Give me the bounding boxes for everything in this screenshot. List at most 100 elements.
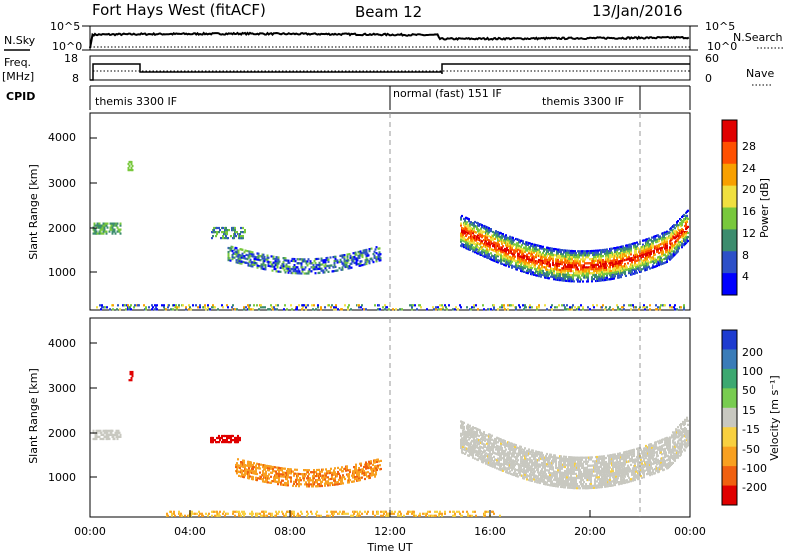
- echo-cell: [491, 457, 493, 460]
- echo-cell: [662, 250, 664, 253]
- echo-cell: [485, 462, 487, 465]
- echo-cell: [289, 269, 292, 272]
- echo-cell: [346, 257, 349, 260]
- echo-cell: [234, 226, 236, 230]
- echo-cell: [222, 235, 224, 238]
- echo-cell: [106, 437, 109, 441]
- echo-cell: [99, 230, 102, 233]
- echo-cell: [501, 446, 503, 450]
- echo-cell: [492, 447, 494, 450]
- echo-cell: [244, 464, 246, 467]
- echo-cell: [538, 304, 540, 307]
- echo-cell: [292, 266, 295, 269]
- echo-cell: [521, 468, 523, 471]
- echo-cell: [316, 468, 318, 472]
- echo-cell: [557, 258, 559, 261]
- echo-cell: [520, 470, 522, 473]
- echo-cell: [252, 476, 254, 479]
- echo-cell: [341, 478, 343, 481]
- echo-cell: [514, 445, 516, 448]
- echo-cell: [471, 239, 473, 242]
- echo-cell: [489, 433, 491, 436]
- echo-cell: [556, 306, 558, 309]
- echo-cell: [509, 255, 511, 258]
- echo-cell: [175, 304, 177, 307]
- echo-cell: [364, 261, 367, 264]
- echo-cell: [504, 308, 506, 311]
- echo-cell: [287, 468, 289, 471]
- echo-cell: [278, 472, 280, 476]
- power-cb-tick-24: 24: [742, 162, 756, 175]
- echo-cell: [368, 262, 371, 265]
- echo-cell: [204, 306, 206, 309]
- echo-cell: [518, 265, 520, 268]
- echo-cell: [324, 259, 327, 262]
- echo-cell: [681, 222, 683, 225]
- echo-cell: [378, 304, 380, 307]
- echo-cell: [286, 478, 288, 481]
- echo-cell: [294, 468, 296, 471]
- echo-cell: [540, 259, 542, 262]
- echo-cell: [464, 220, 466, 223]
- echo-cell: [498, 249, 500, 252]
- echo-cell: [650, 259, 652, 262]
- echo-cell: [638, 261, 640, 264]
- echo-cell: [634, 244, 636, 247]
- echo-cell: [487, 459, 489, 462]
- echo-cell: [358, 477, 360, 480]
- echo-cell: [243, 308, 245, 311]
- echo-cell: [108, 230, 111, 233]
- echo-cell: [670, 229, 672, 232]
- echo-cell: [468, 430, 470, 433]
- echo-cell: [499, 306, 501, 309]
- echo-cell: [303, 272, 306, 275]
- echo-cell: [284, 304, 286, 307]
- echo-cell: [610, 271, 612, 275]
- echo-cell: [558, 461, 560, 464]
- echo-cell: [275, 304, 277, 307]
- echo-cell: [280, 473, 282, 476]
- echo-cell: [590, 272, 592, 275]
- echo-cell: [308, 483, 310, 486]
- echo-cell: [249, 250, 252, 253]
- echo-cell: [329, 471, 331, 475]
- echo-cell: [361, 304, 363, 307]
- echo-cell: [348, 304, 350, 307]
- echo-cell: [365, 471, 367, 474]
- echo-cell: [363, 465, 365, 469]
- echo-cell: [538, 264, 540, 268]
- echo-cell: [231, 250, 234, 253]
- echo-cell: [630, 247, 632, 250]
- echo-cell: [495, 256, 497, 259]
- echo-cell: [236, 231, 238, 234]
- echo-cell: [478, 434, 480, 438]
- echo-cell: [514, 464, 516, 467]
- echo-cell: [649, 255, 651, 258]
- echo-cell: [541, 267, 543, 270]
- echo-cell: [93, 222, 96, 225]
- echo-cell: [294, 260, 297, 263]
- echo-cell: [469, 248, 471, 251]
- echo-cell: [598, 271, 600, 274]
- echo-cell: [506, 240, 508, 243]
- echo-cell: [556, 266, 558, 269]
- echo-cell: [666, 246, 668, 249]
- echo-cell: [484, 445, 486, 448]
- echo-cell: [216, 441, 218, 444]
- echo-cell: [491, 242, 493, 245]
- echo-cell: [632, 304, 634, 307]
- echo-cell: [272, 480, 274, 483]
- echo-cell: [296, 272, 299, 275]
- echo-cell: [546, 270, 548, 273]
- echo-cell: [528, 256, 530, 259]
- echo-cell: [282, 265, 285, 268]
- echo-cell: [533, 273, 535, 276]
- echo-cell: [467, 239, 469, 242]
- echo-cell: [472, 238, 474, 241]
- echo-cell: [561, 249, 563, 252]
- echo-cell: [484, 439, 486, 442]
- echo-cell: [503, 459, 505, 463]
- echo-cell: [244, 470, 246, 473]
- echo-cell: [543, 472, 545, 475]
- echo-cell: [587, 306, 589, 309]
